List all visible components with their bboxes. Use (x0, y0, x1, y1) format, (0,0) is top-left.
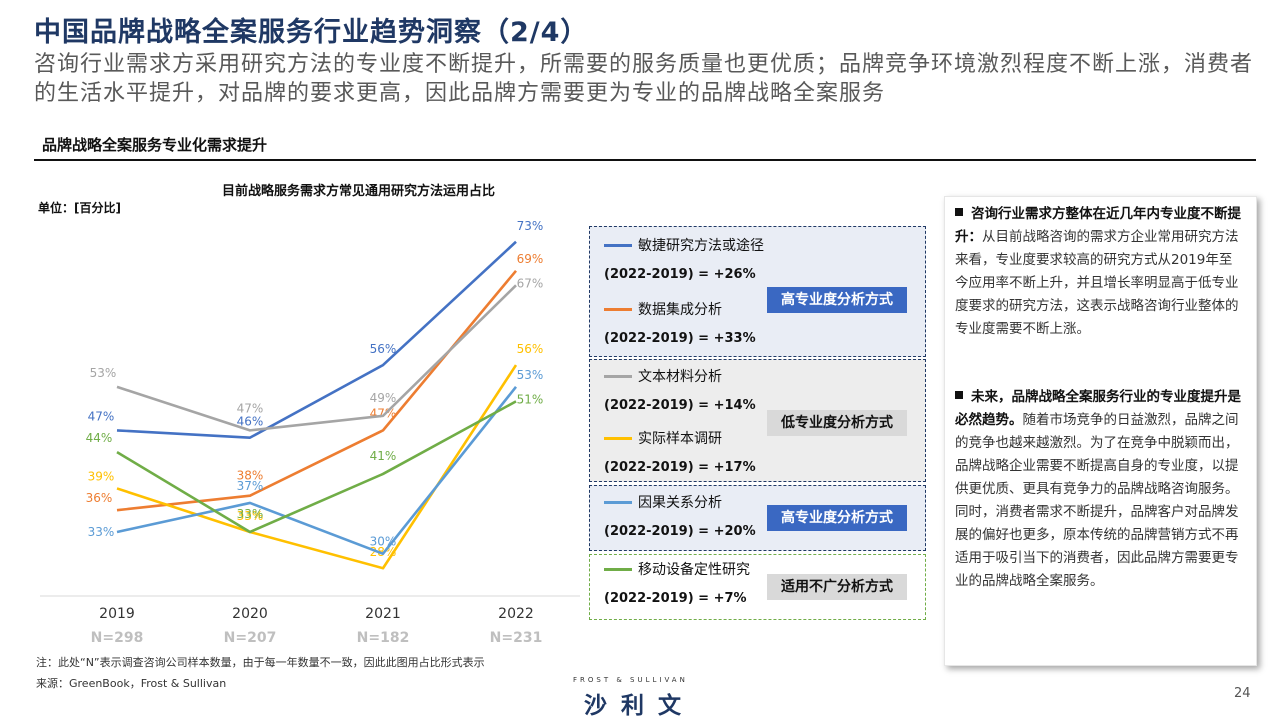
data-label: 49% (370, 391, 397, 405)
section-title: 品牌战略全案服务专业化需求提升 (42, 136, 268, 154)
data-label: 33% (237, 507, 264, 521)
legend-label: 数据集成分析 (638, 302, 722, 318)
legend-label: 因果关系分析 (638, 495, 722, 511)
group-badge-high: 高专业度分析方式 (767, 287, 907, 313)
legend-label: 移动设备定性研究 (638, 562, 750, 578)
sample-size-label: N=231 (490, 630, 543, 646)
series-line-5 (116, 386, 518, 556)
legend-swatch (604, 307, 632, 311)
bullet-square-icon (955, 391, 963, 399)
insight-point-2-text: 随着市场竞争的日益激烈，品牌之间的竞争也越来越激烈。为了在竞争中脱颖而出，品牌战… (955, 412, 1239, 589)
line-chart: 47% 46%56%73%36%38%47%69%53%47%49%67%39%3… (40, 219, 580, 646)
insight-point-1: 咨询行业需求方整体在近几年内专业度不断提升：从目前战略咨询的需求方企业常用研究方… (955, 203, 1243, 341)
legend-delta: (2022-2019) = +33% (604, 331, 756, 346)
data-label: 53% (90, 366, 117, 380)
data-label: 33% (237, 509, 264, 523)
legend-group-high-1: 敏捷研究方法或途径 (2022-2019) = +26% 数据集成分析 (202… (589, 226, 926, 357)
legend-delta: (2022-2019) = +17% (604, 460, 756, 475)
legend-group-high-2: 因果关系分析 (2022-2019) = +20% 高专业度分析方式 (589, 485, 926, 551)
series-line-2 (116, 269, 517, 512)
data-label: 73% (517, 219, 544, 233)
x-tick-label: 2022 (498, 606, 534, 622)
insight-point-1-text: 从目前战略咨询的需求方企业常用研究方法来看，专业度要求较高的研究方式从2019年… (955, 229, 1239, 337)
data-label: 47% (237, 401, 264, 415)
insight-point-2: 未来，品牌战略全案服务行业的专业度提升是必然趋势。随着市场竞争的日益激烈，品牌之… (955, 386, 1243, 593)
legend-item-mobile: 移动设备定性研究 (604, 559, 750, 579)
series-line-6 (116, 400, 517, 534)
legend-label: 文本材料分析 (638, 369, 722, 385)
group-badge-high: 高专业度分析方式 (767, 505, 907, 531)
data-label: 44% (86, 431, 113, 445)
sample-size-label: N=207 (224, 630, 277, 646)
legend-group-limited: 移动设备定性研究 (2022-2019) = +7% 适用不广分析方式 (589, 554, 926, 620)
insight-point-2-heading: 未来，品牌战略全案服务行业的专业度提升是必然趋势。 (955, 389, 1241, 428)
legend-delta: (2022-2019) = +20% (604, 524, 756, 539)
data-label: 30% (370, 535, 397, 549)
x-tick-label: 2020 (232, 606, 268, 622)
legend-item-data-integration: 数据集成分析 (604, 299, 722, 319)
data-label: 67% (517, 276, 544, 290)
series-line-4 (116, 364, 518, 570)
series-line-1 (116, 240, 517, 439)
legend-label: 实际样本调研 (638, 431, 722, 447)
legend-swatch (604, 436, 632, 440)
sample-size-label: N=182 (357, 630, 410, 646)
legend-delta: (2022-2019) = +7% (604, 591, 747, 606)
legend-swatch (604, 243, 632, 247)
legend-item-agile: 敏捷研究方法或途径 (604, 235, 764, 255)
sample-size-label: N=298 (91, 630, 144, 646)
legend-swatch (604, 567, 632, 571)
logo-subtext: FROST & SULLIVAN (573, 676, 688, 684)
bullet-square-icon (955, 208, 963, 216)
legend-swatch (604, 374, 632, 378)
legend-label: 敏捷研究方法或途径 (638, 238, 764, 254)
data-label: 53% (517, 368, 544, 382)
data-label: 33% (88, 525, 115, 539)
chart-unit: 单位：[百分比] (38, 201, 121, 215)
series-line-3 (116, 284, 517, 432)
legend-item-text-material: 文本材料分析 (604, 366, 722, 386)
data-label: 37% (237, 479, 264, 493)
group-badge-low: 低专业度分析方式 (767, 410, 907, 436)
data-label: 47% (88, 409, 115, 423)
legend-item-field-sample: 实际样本调研 (604, 428, 722, 448)
chart-title: 目前战略服务需求方常见通用研究方法运用占比 (222, 184, 496, 199)
data-label: 36% (86, 491, 113, 505)
company-logo: 沙利文 (584, 693, 695, 719)
x-tick-label: 2019 (99, 606, 135, 622)
legend-item-causal: 因果关系分析 (604, 492, 722, 512)
data-label: 39% (88, 469, 115, 483)
data-label: 56% (517, 342, 544, 356)
data-label: 41% (370, 449, 397, 463)
data-label: 51% (517, 392, 544, 406)
data-label: 38% (237, 469, 264, 483)
page-title: 中国品牌战略全案服务行业趋势洞察（2/4） (34, 17, 589, 48)
data-label: 46% (237, 415, 264, 429)
x-tick-label: 2021 (365, 606, 401, 622)
legend-swatch (604, 500, 632, 504)
legend-delta: (2022-2019) = +14% (604, 398, 756, 413)
legend-delta: (2022-2019) = +26% (604, 267, 756, 282)
page-subtitle: 咨询行业需求方采用研究方法的专业度不断提升，所需要的服务质量也更优质；品牌竞争环… (34, 52, 1254, 106)
footnote: 注：此处“N”表示调查咨询公司样本数量，由于每一年数量不一致，因此此图用占比形式… (36, 656, 485, 669)
group-badge-limited: 适用不广分析方式 (767, 574, 907, 600)
data-label: 69% (517, 252, 544, 266)
legend-group-low: 文本材料分析 (2022-2019) = +14% 实际样本调研 (2022-2… (589, 359, 926, 482)
source-note: 来源：GreenBook，Frost & Sullivan (36, 677, 227, 690)
insight-panel: 咨询行业需求方整体在近几年内专业度不断提升：从目前战略咨询的需求方企业常用研究方… (944, 196, 1257, 666)
page-number: 24 (1234, 686, 1251, 701)
insight-point-1-heading: 咨询行业需求方整体在近几年内专业度不断提升： (955, 206, 1241, 245)
data-label: 56% (370, 342, 397, 356)
section-divider (34, 159, 1256, 161)
